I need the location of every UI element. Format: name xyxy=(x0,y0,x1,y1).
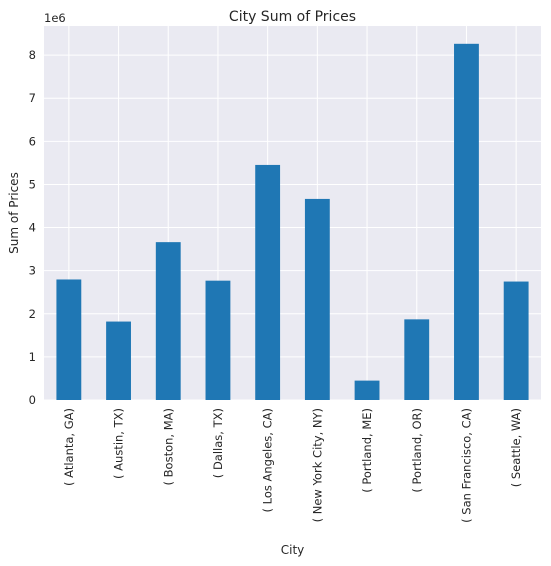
bars xyxy=(56,43,529,401)
bar xyxy=(503,281,529,400)
bar xyxy=(304,198,330,400)
x-tick-label: ( San Francisco, CA) xyxy=(459,408,473,523)
x-tick-label: ( Dallas, TX) xyxy=(211,408,225,478)
x-tick-label: ( Atlanta, GA) xyxy=(62,408,76,486)
chart-title: City Sum of Prices xyxy=(229,9,356,25)
bar xyxy=(354,380,380,400)
bar xyxy=(106,321,131,400)
y-tick-label: 0 xyxy=(29,393,36,407)
x-tick-labels: ( Atlanta, GA) ( Austin, TX) ( Boston, MA)… xyxy=(62,408,523,523)
x-axis-label: City xyxy=(281,543,305,557)
x-tick-label: ( Los Angeles, CA) xyxy=(261,408,275,513)
bar xyxy=(255,164,281,400)
bar xyxy=(56,279,82,400)
x-tick-label: ( Boston, MA) xyxy=(161,408,175,485)
bar xyxy=(205,280,231,400)
y-offset-text: 1e6 xyxy=(44,11,66,25)
x-tick-label: ( Portland, OR) xyxy=(410,408,424,493)
x-tick-label: ( Austin, TX) xyxy=(112,408,126,479)
y-tick-label: 4 xyxy=(29,221,36,235)
y-tick-label: 2 xyxy=(29,307,36,321)
y-axis-label: Sum of Prices xyxy=(7,172,21,254)
x-tick-label: ( New York City, NY) xyxy=(310,408,324,522)
bar xyxy=(155,242,181,400)
y-tick-label: 6 xyxy=(29,134,36,148)
x-tick-label: ( Portland, ME) xyxy=(360,408,374,493)
bar xyxy=(404,319,430,400)
y-tick-label: 8 xyxy=(29,48,36,62)
y-tick-labels: 0 1 2 3 4 5 6 7 8 xyxy=(29,48,36,407)
y-tick-label: 7 xyxy=(29,91,36,105)
y-tick-label: 1 xyxy=(29,350,36,364)
bar xyxy=(454,43,479,401)
y-tick-label: 5 xyxy=(29,177,36,191)
y-tick-label: 3 xyxy=(29,264,36,278)
x-tick-label: ( Seattle, WA) xyxy=(509,408,523,487)
